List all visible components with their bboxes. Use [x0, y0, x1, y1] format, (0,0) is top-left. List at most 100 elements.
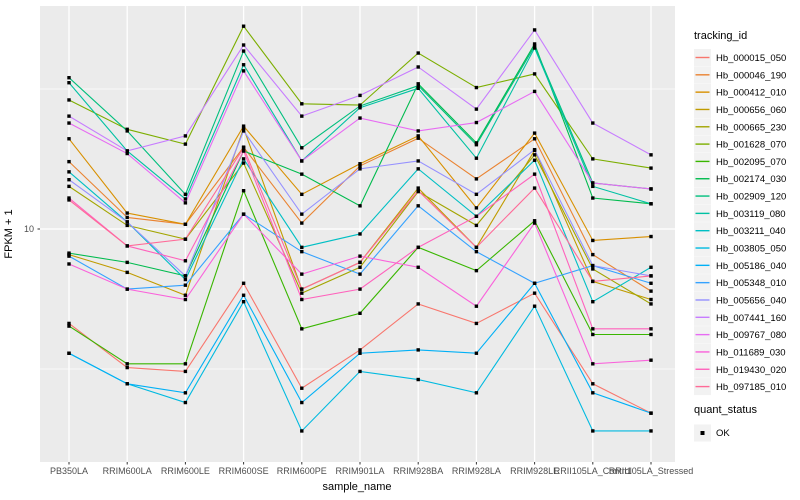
x-tick-label: RRII105LA_Stressed — [609, 466, 694, 476]
data-point — [358, 254, 362, 258]
legend-entry-label: Hb_000412_010 — [716, 88, 786, 99]
legend-entry-Hb_002174_030: Hb_002174_030 — [694, 170, 786, 188]
series-points-Hb_011689_030 — [67, 212, 653, 366]
data-point — [591, 263, 595, 268]
data-point — [125, 382, 129, 386]
data-point — [241, 149, 246, 153]
data-point — [183, 222, 188, 226]
legend-entry-Hb_003211_040: Hb_003211_040 — [694, 222, 786, 240]
legend-entry-label: Hb_000015_050 — [716, 53, 786, 64]
legend-entry-Hb_001628_070: Hb_001628_070 — [694, 135, 786, 153]
data-point — [183, 369, 188, 374]
legend-entry-Hb_009767_080: Hb_009767_080 — [694, 326, 786, 344]
data-point — [67, 184, 71, 189]
data-point — [532, 44, 537, 48]
data-point — [649, 302, 653, 306]
data-point — [358, 369, 362, 374]
data-point — [416, 265, 420, 269]
data-point — [474, 120, 479, 125]
legend-entry-label: Hb_003211_040 — [716, 226, 786, 237]
data-point — [532, 28, 537, 32]
data-point — [67, 114, 71, 118]
x-tick-label: RRIM901LA — [335, 466, 384, 476]
legend-entry-label: Hb_003119_080 — [716, 209, 786, 220]
legend-entry-Hb_000665_230: Hb_000665_230 — [694, 118, 786, 136]
data-point — [241, 157, 246, 161]
x-tick-label: PB350LA — [50, 466, 88, 476]
series-points-Hb_009767_080 — [67, 69, 653, 205]
legend-entry-Hb_019430_020: Hb_019430_020 — [694, 360, 786, 378]
data-point — [67, 159, 71, 164]
legend-entry-label: Hb_000665_230 — [716, 122, 786, 133]
data-point — [125, 223, 129, 228]
data-point — [649, 234, 653, 239]
data-point — [474, 143, 479, 147]
data-point — [241, 212, 246, 216]
data-point — [183, 400, 188, 405]
data-point — [183, 197, 188, 201]
legend-entry-Hb_003119_080: Hb_003119_080 — [694, 204, 786, 222]
data-point — [532, 291, 537, 295]
data-point — [474, 391, 479, 395]
legend-entry-Hb_097185_010: Hb_097185_010 — [694, 378, 786, 396]
data-point — [649, 358, 653, 362]
data-point — [183, 293, 188, 297]
data-point — [649, 153, 653, 157]
data-point — [474, 85, 479, 90]
data-point — [358, 204, 362, 208]
data-point — [591, 267, 595, 271]
data-point — [649, 289, 653, 293]
data-point — [649, 281, 653, 285]
data-point — [125, 362, 129, 366]
legend-entry-Hb_000412_010: Hb_000412_010 — [694, 83, 786, 101]
legend-entry-label: Hb_000656_060 — [716, 105, 786, 116]
data-point — [416, 159, 420, 163]
data-point — [67, 137, 71, 141]
data-point — [358, 162, 362, 166]
data-point — [649, 327, 653, 331]
data-point — [532, 304, 537, 308]
data-point — [358, 232, 362, 236]
data-point — [358, 93, 362, 98]
data-point — [300, 297, 304, 302]
legend-entry-label: Hb_007441_160 — [716, 313, 786, 324]
data-point — [474, 214, 479, 219]
data-point — [183, 142, 188, 146]
data-point — [300, 429, 304, 433]
legend-entry-Hb_007441_160: Hb_007441_160 — [694, 308, 786, 326]
legend-entry-label: Hb_011689_030 — [716, 347, 786, 358]
data-point — [416, 302, 420, 306]
data-point — [649, 166, 653, 170]
data-point — [300, 400, 304, 405]
legend-entry-label: Hb_005348_010 — [716, 278, 786, 289]
data-point — [183, 277, 188, 282]
data-point — [474, 156, 479, 160]
data-point — [183, 259, 188, 263]
data-point — [300, 291, 304, 295]
legend-entry-Hb_011689_030: Hb_011689_030 — [694, 343, 786, 361]
legend-entry-Hb_005656_040: Hb_005656_040 — [694, 291, 786, 309]
data-point — [67, 196, 71, 200]
data-point — [300, 159, 304, 163]
x-tick-label: RRIM600PE — [277, 466, 327, 476]
data-point — [591, 121, 595, 125]
data-point — [125, 260, 129, 265]
legend-entry-Hb_005186_040: Hb_005186_040 — [694, 256, 786, 274]
data-point — [416, 186, 420, 190]
data-point — [416, 136, 420, 140]
x-axis-tick-labels: PB350LA RRIM600LA RRIM600LE RRIM600SE RRIM60… — [50, 466, 693, 476]
data-point — [125, 287, 129, 291]
data-point — [300, 327, 304, 331]
data-point — [416, 377, 420, 382]
data-point — [416, 65, 420, 69]
data-point — [532, 42, 537, 46]
legend-title-tracking-id: tracking_id — [694, 30, 747, 42]
legend-entry-label: Hb_002174_030 — [716, 174, 786, 185]
data-point — [591, 252, 595, 257]
data-point — [358, 260, 362, 265]
data-point — [125, 365, 129, 370]
data-point — [183, 391, 188, 395]
data-point — [416, 134, 420, 138]
data-point — [358, 265, 362, 269]
data-point — [474, 245, 479, 250]
